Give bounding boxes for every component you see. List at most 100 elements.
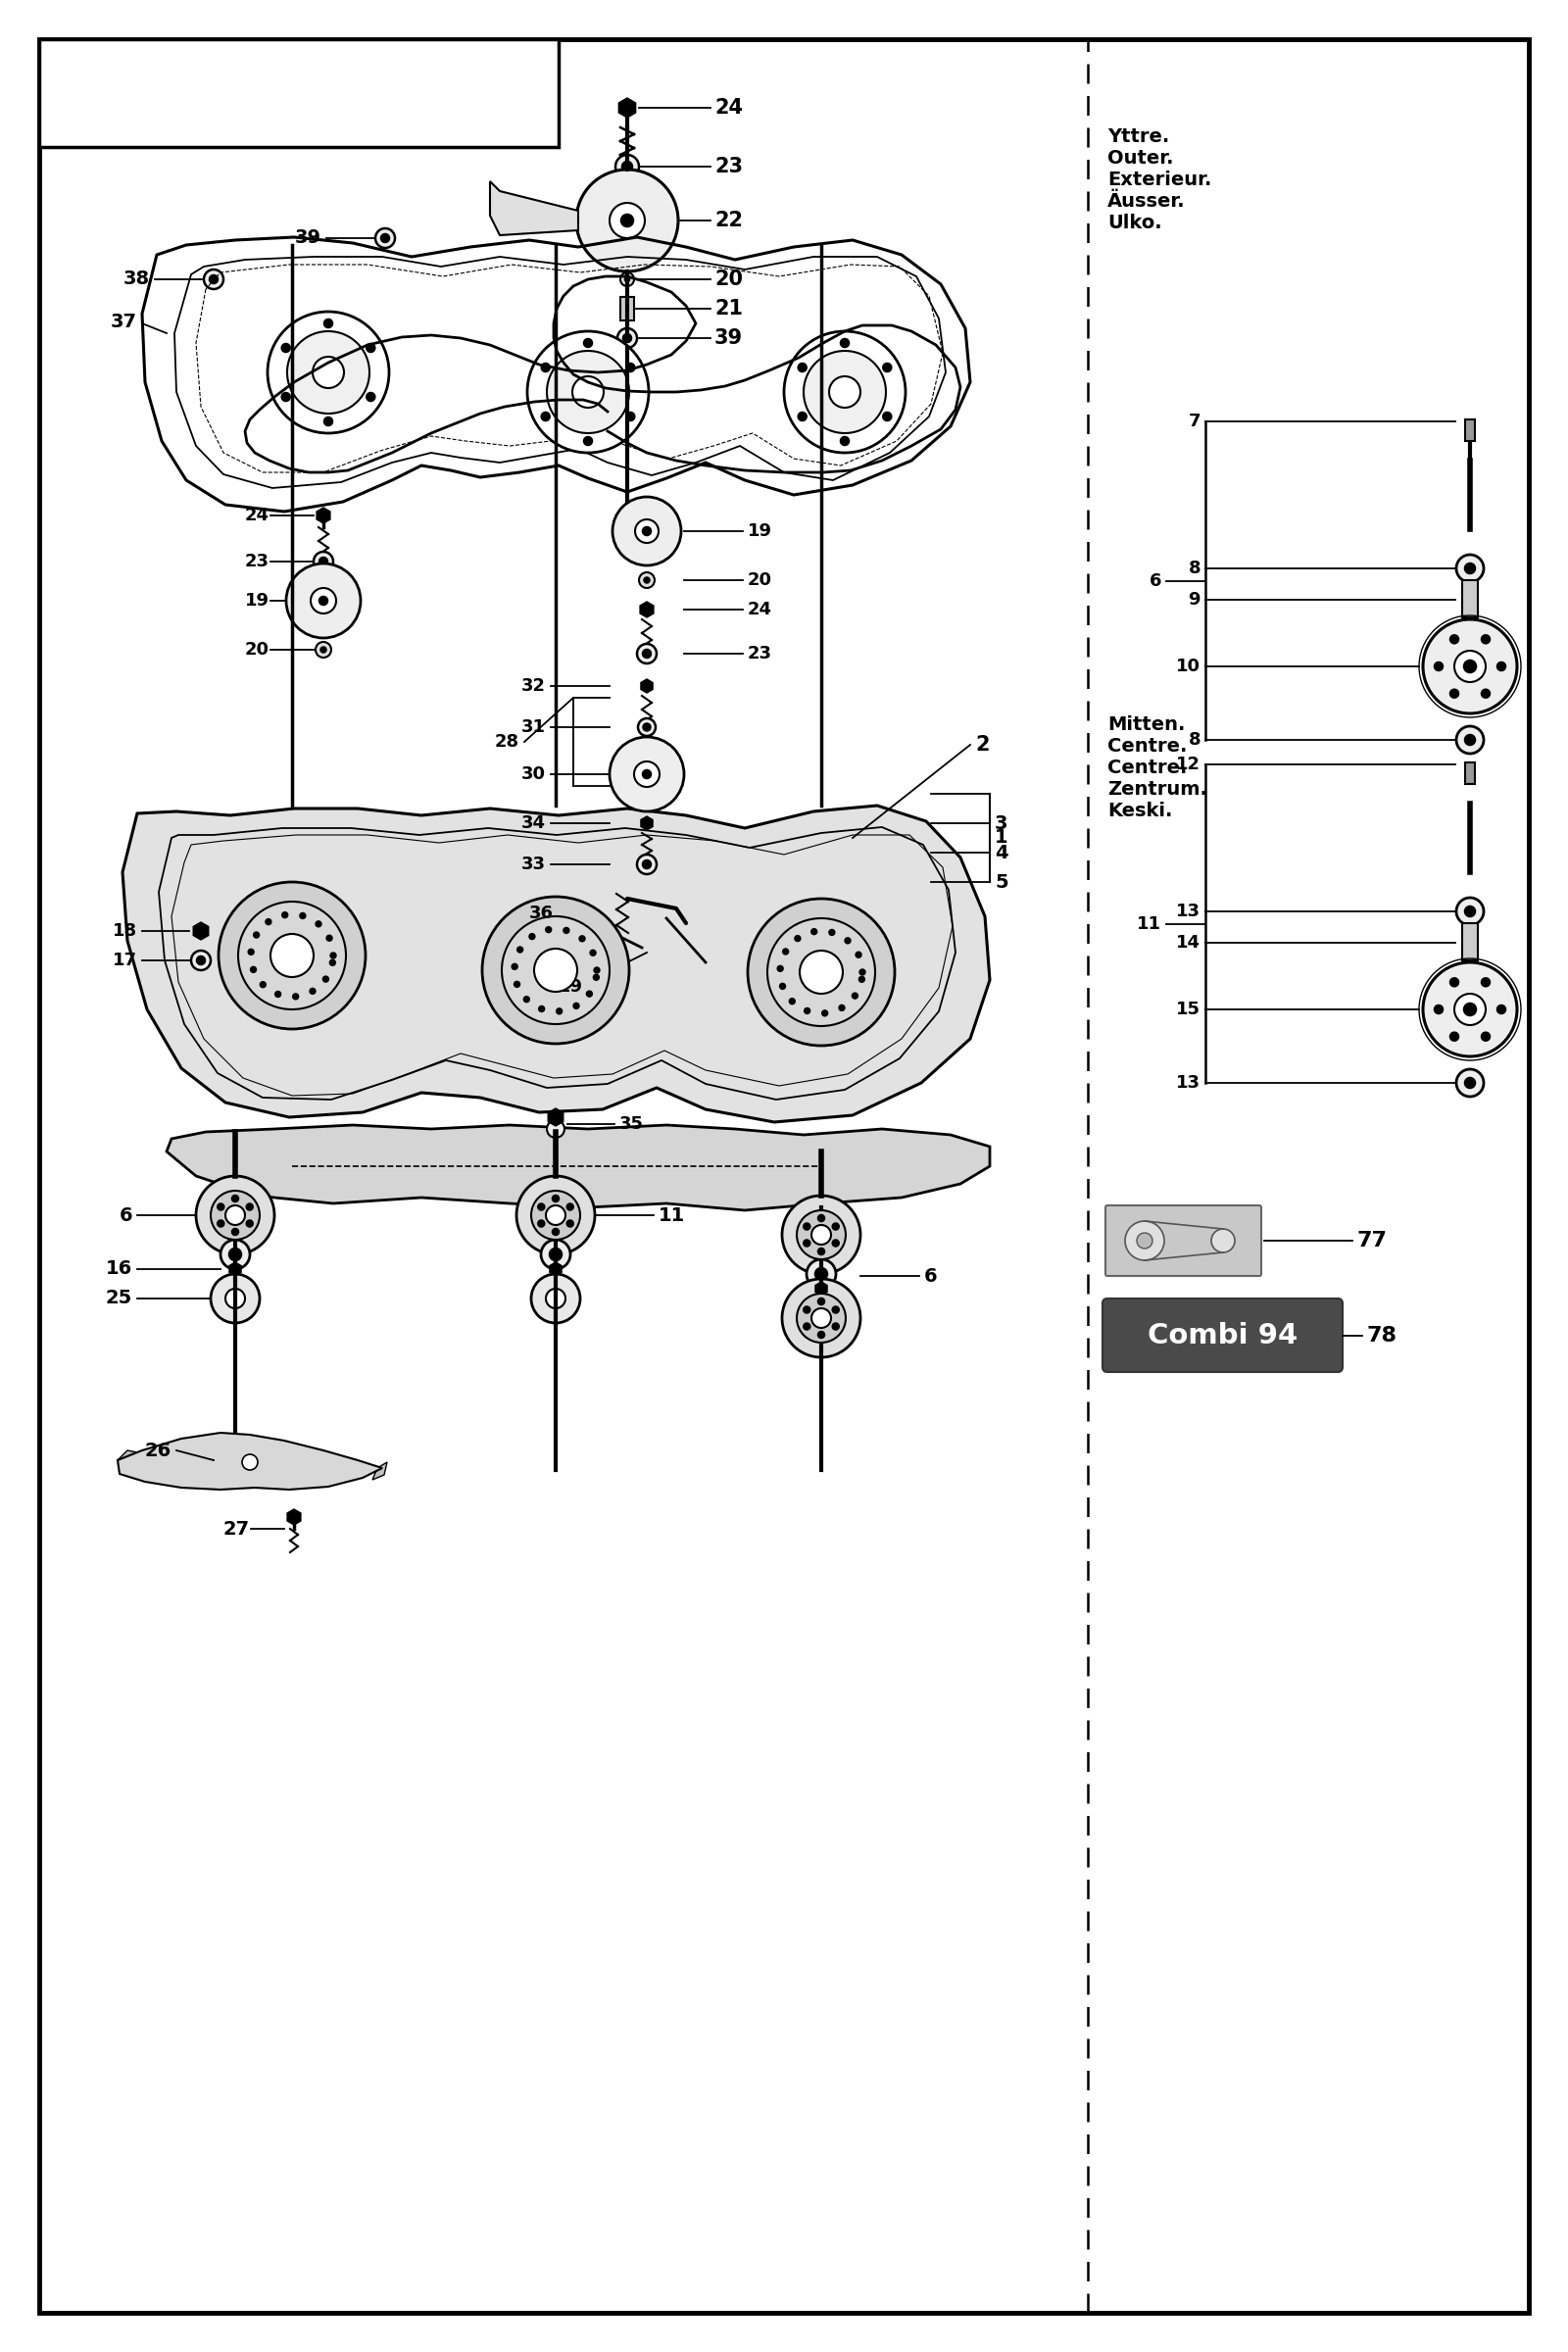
Circle shape <box>282 393 290 400</box>
Circle shape <box>804 1308 809 1312</box>
Circle shape <box>804 1009 811 1014</box>
Circle shape <box>767 917 875 1025</box>
Circle shape <box>538 1204 544 1209</box>
Circle shape <box>232 1228 238 1235</box>
Circle shape <box>552 1195 558 1202</box>
Circle shape <box>797 1211 845 1258</box>
Text: 23: 23 <box>715 158 743 176</box>
Circle shape <box>829 929 834 936</box>
Circle shape <box>535 948 577 993</box>
Circle shape <box>644 579 649 583</box>
Circle shape <box>811 929 817 934</box>
Bar <box>1465 762 1475 783</box>
Text: 965 09 46-01 RIDER R13AWD: 965 09 46-01 RIDER R13AWD <box>166 68 453 85</box>
Circle shape <box>323 976 329 983</box>
Circle shape <box>246 1204 252 1209</box>
Text: 13: 13 <box>1176 903 1201 920</box>
Polygon shape <box>489 181 579 235</box>
Circle shape <box>1450 689 1458 699</box>
Circle shape <box>798 412 806 421</box>
Circle shape <box>367 343 375 353</box>
Circle shape <box>1482 635 1490 642</box>
Bar <box>621 296 633 320</box>
Circle shape <box>643 649 651 659</box>
Circle shape <box>615 155 640 179</box>
Circle shape <box>1482 1033 1490 1040</box>
Circle shape <box>191 950 210 969</box>
Circle shape <box>851 993 858 1000</box>
Circle shape <box>539 1007 544 1011</box>
Text: 7: 7 <box>1189 412 1201 430</box>
Text: 17: 17 <box>113 953 138 969</box>
Circle shape <box>325 320 332 327</box>
Circle shape <box>640 572 655 588</box>
Circle shape <box>1465 1077 1475 1087</box>
Text: Combi 94: Combi 94 <box>1148 1322 1298 1350</box>
Circle shape <box>483 896 629 1044</box>
Circle shape <box>804 1240 809 1247</box>
Text: 24: 24 <box>748 600 771 619</box>
Circle shape <box>310 988 315 995</box>
Circle shape <box>282 913 289 917</box>
Circle shape <box>1435 663 1443 670</box>
Circle shape <box>1465 661 1475 673</box>
Circle shape <box>643 861 651 868</box>
Circle shape <box>574 1002 579 1009</box>
Circle shape <box>232 1195 238 1202</box>
Circle shape <box>1457 727 1483 753</box>
Circle shape <box>1455 652 1486 682</box>
Text: 37: 37 <box>111 313 138 332</box>
Text: 20: 20 <box>715 270 743 289</box>
Circle shape <box>1457 1070 1483 1096</box>
Text: Mitten.
Centre.
Centre.
Zentrum.
Keski.: Mitten. Centre. Centre. Zentrum. Keski. <box>1107 715 1207 821</box>
Circle shape <box>198 957 205 964</box>
Circle shape <box>254 931 259 938</box>
Circle shape <box>1497 663 1505 670</box>
Text: Yttre.
Outer.
Exterieur.
Äusser.
Ulko.: Yttre. Outer. Exterieur. Äusser. Ulko. <box>1107 127 1212 233</box>
Circle shape <box>532 1275 580 1322</box>
Circle shape <box>1457 555 1483 581</box>
Circle shape <box>883 365 891 372</box>
Circle shape <box>226 1204 245 1225</box>
Circle shape <box>210 275 218 282</box>
Circle shape <box>643 527 651 534</box>
Bar <box>1465 419 1475 442</box>
Circle shape <box>238 901 347 1009</box>
Circle shape <box>594 967 599 974</box>
Text: 1: 1 <box>994 828 1008 847</box>
Circle shape <box>818 1216 825 1221</box>
Circle shape <box>329 960 336 967</box>
Circle shape <box>210 1190 260 1240</box>
Circle shape <box>210 1275 260 1322</box>
Circle shape <box>610 736 684 811</box>
Text: 23: 23 <box>245 553 270 569</box>
Circle shape <box>1455 993 1486 1025</box>
Text: CUTTING DECK: CUTTING DECK <box>166 101 314 118</box>
Circle shape <box>840 437 848 445</box>
Circle shape <box>541 412 549 421</box>
Circle shape <box>1450 1033 1458 1040</box>
Circle shape <box>320 557 328 564</box>
Circle shape <box>833 1223 839 1230</box>
Circle shape <box>812 1308 831 1329</box>
Text: 21: 21 <box>715 299 743 318</box>
Circle shape <box>583 437 593 445</box>
Circle shape <box>550 1249 561 1261</box>
Text: 6: 6 <box>119 1207 132 1225</box>
Text: U2: U2 <box>56 64 147 122</box>
Circle shape <box>528 934 535 938</box>
Circle shape <box>638 717 655 736</box>
Circle shape <box>1450 978 1458 985</box>
Circle shape <box>315 642 331 659</box>
Text: 22: 22 <box>715 212 743 230</box>
Circle shape <box>633 762 660 788</box>
Text: 24: 24 <box>715 99 743 118</box>
Circle shape <box>637 644 657 663</box>
Circle shape <box>829 376 861 407</box>
Circle shape <box>818 1331 825 1338</box>
Text: 19: 19 <box>748 522 771 541</box>
Circle shape <box>320 597 328 604</box>
Circle shape <box>577 169 677 270</box>
Circle shape <box>621 214 633 226</box>
Text: 27: 27 <box>223 1519 249 1538</box>
